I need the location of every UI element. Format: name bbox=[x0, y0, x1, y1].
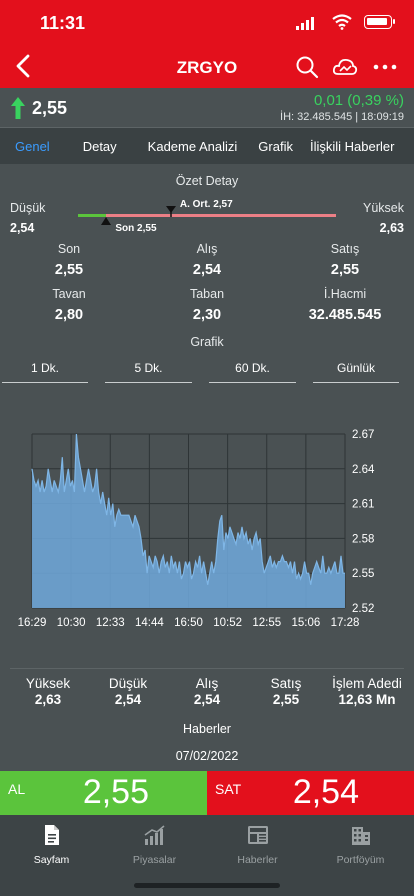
tab-piyasalar[interactable]: Piyasalar bbox=[103, 823, 206, 866]
price-area bbox=[32, 434, 345, 608]
tab-haberler[interactable]: Haberler bbox=[206, 823, 309, 866]
y-tick-label: 2.58 bbox=[352, 533, 374, 545]
sell-label: SAT bbox=[215, 781, 242, 797]
more-icon[interactable] bbox=[372, 54, 398, 80]
tab-iliskili-haberler[interactable]: İlişkili Haberler bbox=[309, 138, 395, 154]
x-tick-label: 10:52 bbox=[213, 617, 242, 629]
up-arrow-icon bbox=[11, 97, 25, 119]
period-gunluk[interactable]: Günlük bbox=[313, 355, 399, 383]
status-bar: 11:31 bbox=[0, 0, 414, 46]
buy-price: 2,55 bbox=[82, 773, 149, 811]
detail-alis: Alış 2,54 bbox=[192, 242, 222, 278]
newspaper-icon bbox=[247, 826, 268, 844]
stat-yuksek: Yüksek 2,63 bbox=[25, 676, 71, 707]
signal-icon bbox=[296, 17, 314, 30]
tab-portfoyum[interactable]: Portföyüm bbox=[309, 823, 412, 866]
quote-header: 2,55 0,01 (0,39 %) İH: 32.485.545 | 18:0… bbox=[0, 88, 414, 128]
detail-tabs: Genel Detay Kademe Analizi Grafik İlişki… bbox=[0, 128, 414, 164]
last-price: 2,55 bbox=[32, 98, 68, 118]
cloud-alert-icon[interactable] bbox=[332, 54, 358, 80]
low-value: 2,54 bbox=[10, 221, 35, 235]
building-icon bbox=[351, 827, 370, 845]
range-bar-low bbox=[78, 214, 107, 217]
stat-alis: Alış 2,54 bbox=[193, 676, 221, 707]
high-label: Yüksek bbox=[363, 201, 404, 215]
tab-genel[interactable]: Genel bbox=[15, 138, 50, 154]
document-icon bbox=[44, 825, 59, 845]
stats-divider bbox=[10, 668, 404, 669]
x-tick-label: 10:30 bbox=[57, 617, 86, 629]
nav-bar: ZRGYO bbox=[0, 46, 414, 88]
bar-chart-icon bbox=[144, 825, 165, 845]
wifi-icon bbox=[332, 14, 352, 30]
x-tick-label: 12:33 bbox=[96, 617, 125, 629]
period-5dk[interactable]: 5 Dk. bbox=[105, 355, 192, 383]
battery-icon bbox=[364, 15, 395, 29]
page-title: ZRGYO bbox=[176, 58, 238, 77]
volume-info: İH: 32.485.545 | 18:09:19 bbox=[280, 111, 404, 123]
y-tick-label: 2.64 bbox=[352, 464, 375, 476]
chart-section-title: Grafik bbox=[190, 335, 224, 349]
detail-taban: Taban 2,30 bbox=[189, 287, 225, 323]
y-tick-label: 2.61 bbox=[352, 499, 374, 511]
tab-bar: Sayfam Piyasalar Haberler Portföyüm bbox=[0, 815, 414, 896]
price-chart[interactable]: 2.67 2.64 2.61 2.58 2.55 2.52 16:29 10:30 12:33 1… bbox=[0, 420, 414, 635]
x-tick-label: 16:29 bbox=[18, 617, 47, 629]
price-change: 0,01 (0,39 %) bbox=[313, 92, 404, 109]
period-60dk[interactable]: 60 Dk. bbox=[209, 355, 296, 383]
x-tick-label: 17:28 bbox=[331, 617, 360, 629]
buy-label: AL bbox=[8, 781, 26, 797]
home-indicator bbox=[134, 883, 280, 888]
x-tick-label: 12:55 bbox=[252, 617, 281, 629]
sell-price: 2,54 bbox=[292, 773, 359, 811]
price-line bbox=[31, 433, 345, 585]
status-time: 11:31 bbox=[40, 13, 86, 33]
stat-satis: Satış 2,55 bbox=[270, 676, 302, 707]
news-date[interactable]: 07/02/2022 bbox=[175, 749, 239, 763]
tab-sayfam[interactable]: Sayfam bbox=[0, 823, 103, 866]
x-tick-label: 16:50 bbox=[174, 617, 203, 629]
detail-satis: Satış 2,55 bbox=[330, 242, 360, 278]
stat-islem-adedi: İşlem Adedi 12,63 Mn bbox=[332, 676, 402, 707]
news-title: Haberler bbox=[183, 722, 231, 736]
last-marker-icon bbox=[101, 217, 112, 225]
last-label: Son 2,55 bbox=[115, 223, 157, 234]
detail-tavan: Tavan 2,80 bbox=[52, 287, 86, 323]
period-1dk[interactable]: 1 Dk. bbox=[2, 355, 88, 383]
sell-button[interactable]: SAT 2,54 bbox=[207, 771, 414, 815]
stat-dusuk: Düşük 2,54 bbox=[108, 676, 148, 707]
tab-grafik[interactable]: Grafik bbox=[258, 138, 293, 154]
back-arrow-icon[interactable] bbox=[8, 50, 40, 82]
tab-detay[interactable]: Detay bbox=[82, 138, 117, 154]
x-tick-label: 14:44 bbox=[135, 617, 164, 629]
tab-kademe-analizi[interactable]: Kademe Analizi bbox=[147, 138, 238, 154]
x-tick-label: 15:06 bbox=[291, 617, 320, 629]
buy-button[interactable]: AL 2,55 bbox=[0, 771, 207, 815]
y-tick-label: 2.67 bbox=[352, 429, 374, 441]
y-tick-label: 2.55 bbox=[352, 568, 374, 580]
detail-son: Son 2,55 bbox=[54, 242, 84, 278]
average-marker-icon bbox=[165, 206, 176, 217]
average-label: A. Ort. 2,57 bbox=[179, 199, 233, 210]
high-value: 2,63 bbox=[379, 221, 404, 235]
detail-islem-hacmi: İ.Hacmi 32.485.545 bbox=[308, 287, 382, 323]
range-bar-high bbox=[106, 214, 336, 217]
summary-title: Özet Detay bbox=[175, 174, 239, 188]
search-icon[interactable] bbox=[294, 54, 320, 80]
low-label: Düşük bbox=[10, 201, 46, 215]
y-tick-label: 2.52 bbox=[352, 603, 374, 615]
